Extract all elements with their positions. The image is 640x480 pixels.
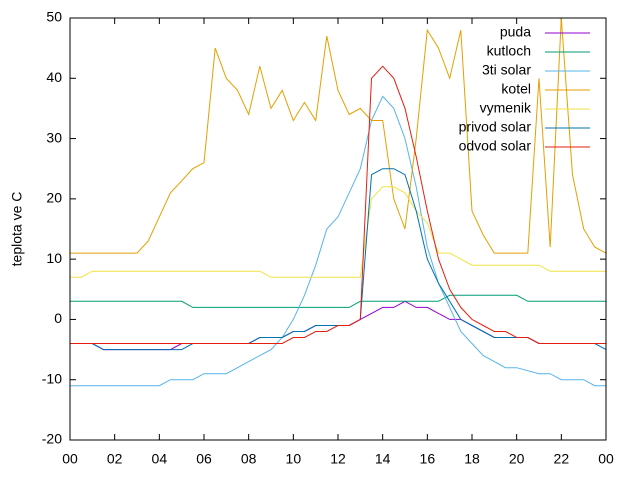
x-tick-label: 04 <box>152 451 168 467</box>
legend-label: kutloch <box>487 43 531 59</box>
y-tick-label: 10 <box>46 250 62 266</box>
x-tick-label: 06 <box>196 451 212 467</box>
y-tick-label: 40 <box>46 69 62 85</box>
x-tick-label: 00 <box>598 451 614 467</box>
y-tick-label: 30 <box>46 129 62 145</box>
x-tick-label: 16 <box>420 451 436 467</box>
x-tick-label: 10 <box>286 451 302 467</box>
y-tick-label: 0 <box>54 310 62 326</box>
y-tick-label: 50 <box>46 9 62 25</box>
x-tick-label: 00 <box>62 451 78 467</box>
x-tick-label: 08 <box>241 451 257 467</box>
plot-border <box>69 17 607 441</box>
x-tick-label: 18 <box>464 451 480 467</box>
x-tick-label: 22 <box>554 451 570 467</box>
x-tick-label: 02 <box>107 451 123 467</box>
series-line <box>70 294 606 308</box>
series-line <box>70 17 607 254</box>
x-tick-label: 14 <box>375 451 391 467</box>
legend-label: vymenik <box>480 100 532 116</box>
legend-label: puda <box>500 24 531 40</box>
legend-label: 3ti solar <box>482 62 531 78</box>
legend-label: kotel <box>501 81 531 97</box>
x-tick-label: 20 <box>509 451 525 467</box>
y-tick-label: 20 <box>46 190 62 206</box>
y-axis-label: teplota ve C <box>9 192 25 267</box>
x-tick-label: 12 <box>330 451 346 467</box>
y-tick-label: -10 <box>42 370 62 386</box>
series-line <box>70 186 606 278</box>
series-line <box>70 95 606 387</box>
series-line <box>70 65 606 344</box>
series-line <box>70 168 607 351</box>
y-tick-label: -20 <box>42 431 62 447</box>
legend-label: privod solar <box>459 119 532 135</box>
legend-label: odvod solar <box>459 138 532 154</box>
